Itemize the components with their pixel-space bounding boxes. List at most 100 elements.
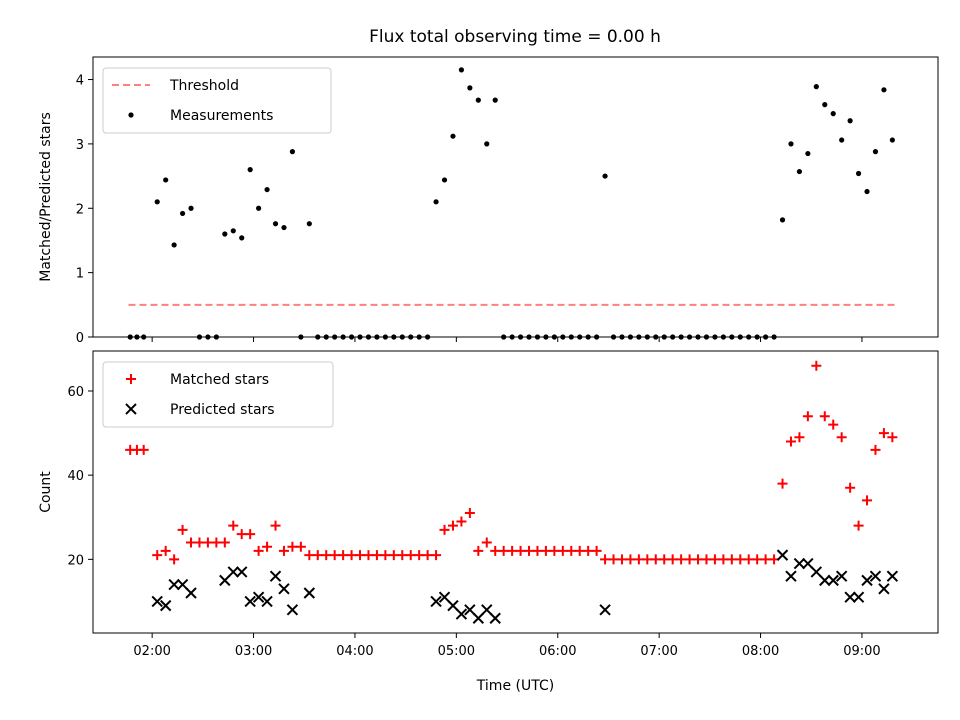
data-point [796,168,803,175]
data-point [684,554,695,565]
data-point [380,550,391,561]
data-point [507,545,518,556]
data-point [847,118,853,124]
data-point [785,570,797,582]
data-point [222,231,228,237]
data-point [405,550,416,561]
series-measurements [127,67,895,340]
data-point [425,334,431,340]
data-point [627,334,634,340]
data-point [171,242,177,248]
data-point [304,550,315,561]
data-point [228,520,239,531]
data-point [340,334,346,340]
data-point [616,554,627,565]
data-point [363,550,374,561]
data-point [431,550,442,561]
data-point [439,524,450,535]
data-point [788,141,794,147]
data-point [551,334,557,340]
data-point [811,360,822,371]
data-point [422,550,433,561]
data-point [534,334,541,340]
legend: Threshold Measurements [102,67,332,134]
data-point [138,444,149,455]
data-point [610,334,617,340]
data-point [509,334,515,340]
data-point [134,334,140,340]
data-point [127,334,133,340]
data-point [213,334,219,340]
data-point [718,554,729,565]
data-point [236,529,247,540]
data-point [746,334,752,340]
x-axis-label: Time (UTC) [476,678,554,694]
data-point [526,334,532,340]
data-point [169,554,180,565]
data-point [247,167,253,173]
data-point [365,334,372,340]
data-point [481,604,493,616]
data-point [752,554,763,565]
data-point [813,84,819,90]
data-point [540,545,551,556]
data-point [810,566,823,578]
data-point [456,516,467,527]
data-point [853,520,864,531]
data-point [822,102,828,108]
data-point [168,578,180,591]
data-point [433,199,439,205]
y-tick-label: 2 [76,202,84,217]
data-point [492,97,498,103]
data-point [802,411,813,422]
data-point [399,334,405,340]
data-point [151,595,163,608]
data-point [332,334,338,340]
data-point [828,419,839,430]
data-point [278,583,290,595]
data-point [793,557,806,570]
data-point [771,334,777,340]
series-matched-stars [125,360,898,565]
data-point [855,170,862,177]
data-point [490,545,501,556]
data-point [286,604,299,616]
data-point [661,334,667,340]
data-point [887,432,898,443]
data-point [186,537,197,548]
data-point [543,334,549,340]
x-tick-label: 08:00 [742,644,779,659]
data-point [636,334,642,340]
data-point [557,545,568,556]
data-point [253,545,264,556]
plot-frame [92,56,939,338]
data-point [763,334,769,340]
data-point [441,177,448,183]
data-point [737,334,743,340]
data-point [845,482,856,493]
data-point [676,554,687,565]
data-point [414,550,425,561]
data-point [397,550,408,561]
data-point [179,210,186,217]
data-point [852,591,865,603]
data-point [303,587,316,599]
data-point [735,554,746,565]
data-point [659,554,670,565]
y-tick-label: 20 [67,553,84,568]
data-point [835,570,848,582]
data-point [836,432,847,443]
x-tick-label: 02:00 [133,644,170,659]
data-point [600,554,611,565]
y-tick-label: 0 [76,331,84,346]
data-point [202,537,213,548]
data-point [619,334,625,340]
data-point [205,334,211,340]
legend-label: Threshold [169,78,239,94]
data-point [515,545,526,556]
data-point [481,537,492,548]
data-point [886,570,899,582]
data-point [602,173,608,179]
figure-title: Flux total observing time = 0.00 h [369,27,661,47]
data-point [881,87,887,93]
